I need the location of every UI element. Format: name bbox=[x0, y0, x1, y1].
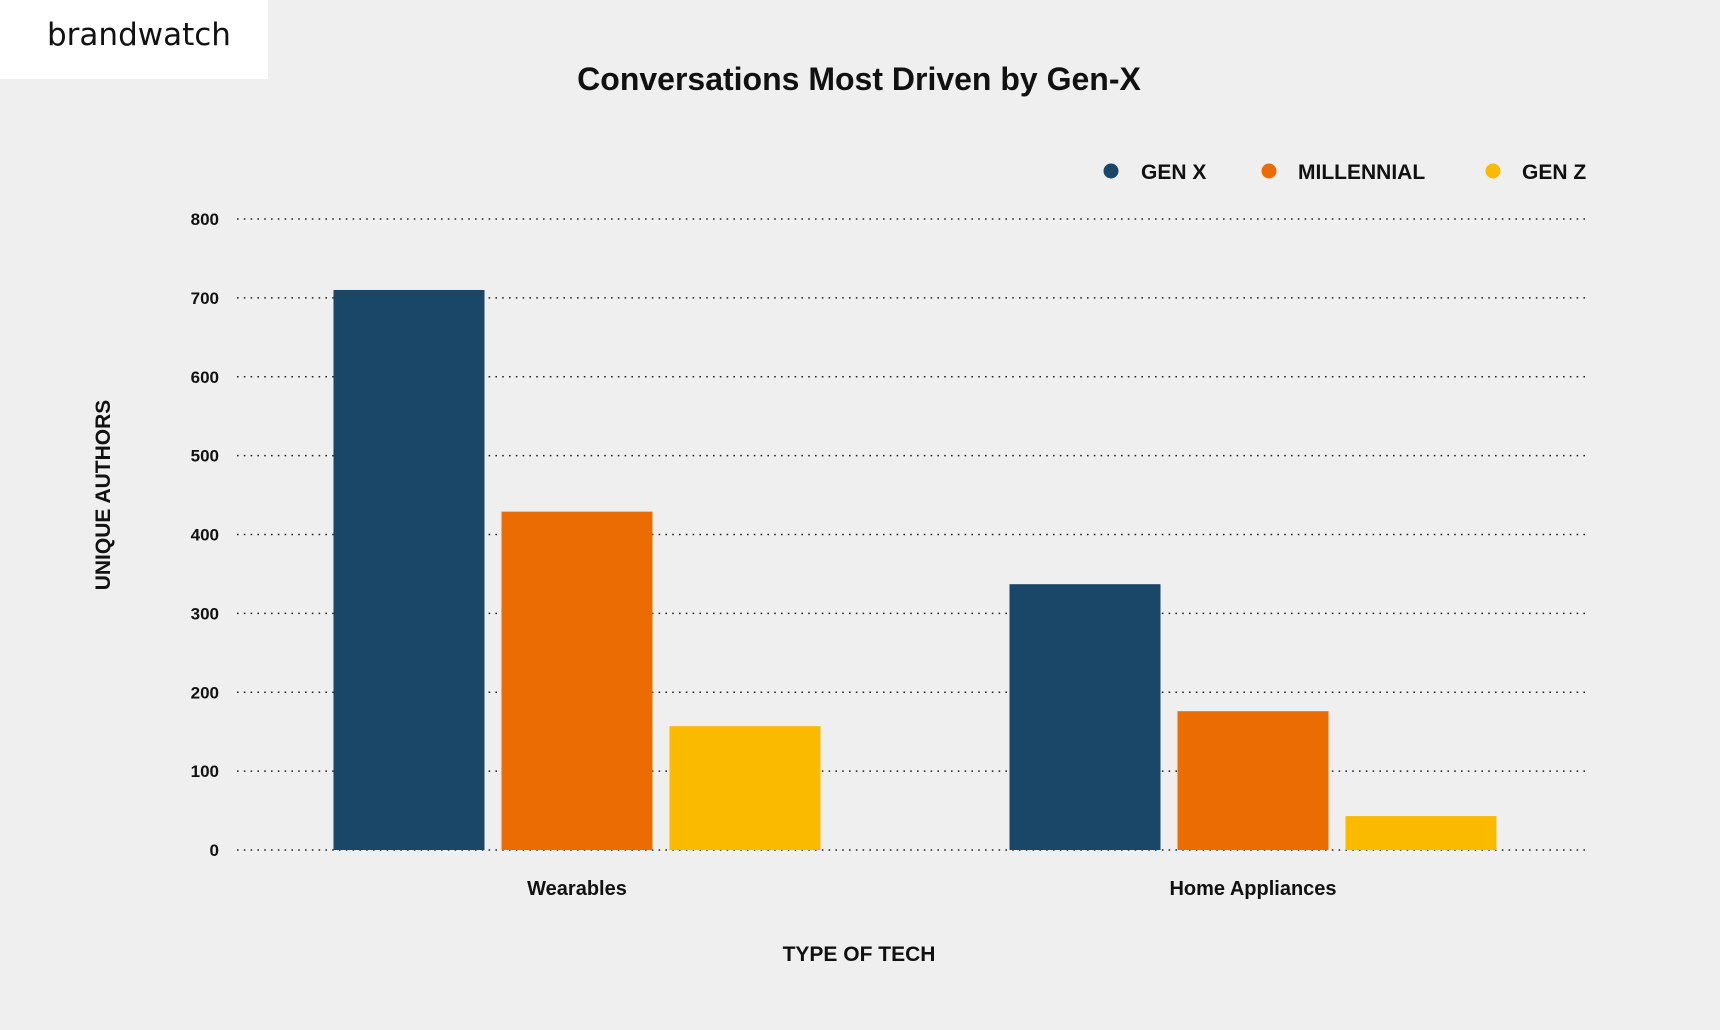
y-tick-label: 800 bbox=[191, 210, 219, 229]
y-tick-label: 600 bbox=[191, 368, 219, 387]
legend-label-gen-z: GEN Z bbox=[1522, 161, 1586, 184]
bar-millennial-home-appliances bbox=[1177, 711, 1329, 850]
x-tick-label: Wearables bbox=[527, 878, 627, 900]
y-axis-label: UNIQUE AUTHORS bbox=[92, 400, 115, 591]
bar-millennial-wearables bbox=[501, 511, 653, 850]
y-axis-ticks: 0 100 200 300 400 500 600 700 800 bbox=[191, 210, 219, 860]
y-tick-label: 400 bbox=[191, 526, 219, 545]
bar-gen-z-wearables bbox=[669, 726, 821, 850]
chart-title: Conversations Most Driven by Gen-X bbox=[577, 61, 1141, 97]
y-tick-label: 0 bbox=[210, 841, 219, 860]
legend: GEN X MILLENNIAL GEN Z bbox=[1103, 161, 1586, 184]
bar-gen-x-home-appliances bbox=[1009, 584, 1161, 850]
bar-gen-z-home-appliances bbox=[1345, 816, 1497, 850]
brand-logo-box: brandwatch bbox=[0, 0, 268, 79]
y-tick-label: 500 bbox=[191, 447, 219, 466]
x-axis-ticks: Wearables Home Appliances bbox=[527, 878, 1336, 900]
y-tick-label: 100 bbox=[191, 762, 219, 781]
y-tick-label: 700 bbox=[191, 289, 219, 308]
legend-label-millennial: MILLENNIAL bbox=[1298, 161, 1425, 184]
legend-label-gen-x: GEN X bbox=[1141, 161, 1206, 184]
bar-gen-x-wearables bbox=[333, 289, 485, 850]
y-tick-label: 300 bbox=[191, 604, 219, 623]
legend-dot-gen-z bbox=[1485, 163, 1501, 179]
legend-dot-millennial bbox=[1261, 163, 1277, 179]
brand-logo: brandwatch bbox=[47, 17, 231, 53]
x-tick-label: Home Appliances bbox=[1169, 878, 1336, 900]
legend-dot-gen-x bbox=[1103, 163, 1119, 179]
y-tick-label: 200 bbox=[191, 683, 219, 702]
bars bbox=[333, 289, 1497, 850]
x-axis-label: TYPE OF TECH bbox=[783, 943, 936, 966]
